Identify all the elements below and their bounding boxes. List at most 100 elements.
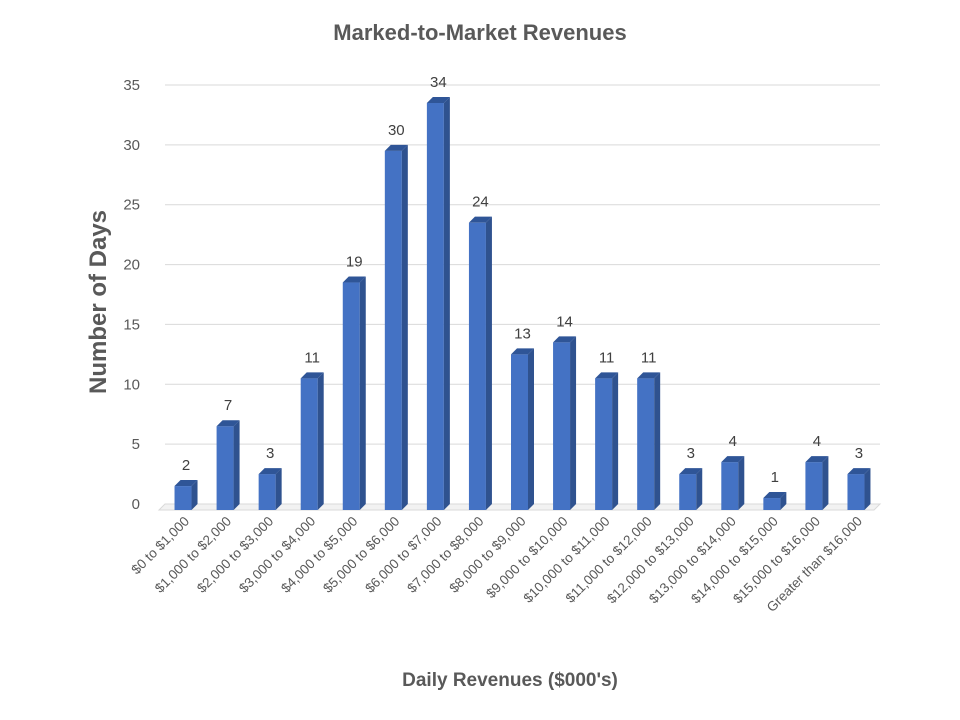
bar [300, 372, 324, 510]
bar-side [233, 420, 240, 510]
data-label: 11 [599, 349, 615, 366]
y-tick-label: 35 [123, 77, 140, 94]
bar-front [805, 462, 823, 510]
bar-top [763, 492, 787, 499]
data-label: 3 [266, 445, 274, 462]
bar [721, 456, 745, 510]
bar-side [822, 456, 829, 510]
data-label: 4 [729, 433, 737, 450]
data-label: 11 [641, 349, 657, 366]
bar-top [637, 372, 661, 379]
data-label: 1 [771, 469, 779, 486]
bar [805, 456, 829, 510]
y-tick-label: 30 [123, 137, 140, 154]
data-label: 3 [855, 445, 863, 462]
bar-side [654, 372, 661, 510]
y-axis-ticks: 0 5 10 15 20 25 30 35 [123, 77, 140, 513]
bar [847, 468, 871, 510]
bars [174, 96, 871, 510]
bar [468, 216, 492, 510]
bar-top [174, 480, 198, 487]
bar [342, 276, 366, 510]
y-tick-label: 25 [123, 197, 140, 214]
bar-front [679, 474, 697, 510]
bar-side [191, 480, 198, 510]
data-label: 14 [556, 313, 573, 330]
bar-top [553, 336, 577, 343]
bar-side [780, 492, 787, 510]
bar-side [864, 468, 871, 510]
x-axis-label: Daily Revenues ($000's) [402, 670, 618, 691]
y-tick-label: 10 [123, 376, 140, 393]
bar-front [258, 474, 276, 510]
bar-top [511, 348, 534, 355]
bar-front [342, 282, 360, 510]
data-label: 30 [388, 122, 405, 139]
bar-front [721, 462, 739, 510]
bar-side [738, 456, 745, 510]
bar-top [721, 456, 745, 463]
bar-front [553, 342, 571, 510]
bar-front [216, 426, 234, 510]
data-label: 2 [182, 457, 190, 474]
bar [511, 348, 534, 510]
bar [637, 372, 661, 510]
bar-top [216, 420, 240, 427]
bar [553, 336, 577, 510]
bar-top [847, 468, 871, 475]
y-tick-label: 20 [123, 257, 140, 274]
bar-side [359, 276, 366, 510]
bar [679, 468, 703, 510]
y-tick-label: 5 [132, 436, 140, 453]
bar-side [401, 144, 408, 510]
bar-top [595, 372, 619, 379]
bar-front [426, 102, 444, 510]
bar-top [342, 276, 366, 283]
bar [763, 492, 787, 510]
bar [216, 420, 240, 510]
bar [384, 144, 408, 510]
data-label: 3 [687, 445, 695, 462]
bar-front [763, 498, 781, 510]
bar [258, 468, 282, 510]
bar-top [679, 468, 703, 475]
bar-top [426, 96, 450, 103]
bar [174, 480, 198, 510]
bar-front [300, 378, 318, 510]
bar [595, 372, 619, 510]
bar-side [612, 372, 619, 510]
bar-top [805, 456, 829, 463]
y-axis-label: Number of Days [85, 210, 112, 394]
bar-front [468, 222, 486, 510]
data-label: 11 [304, 349, 320, 366]
data-label: 7 [224, 397, 232, 414]
bar-front [511, 354, 528, 510]
bar-front [384, 150, 402, 510]
bar-front [595, 378, 613, 510]
data-label: 19 [346, 254, 363, 271]
bar-top [300, 372, 324, 379]
bar-side [317, 372, 324, 510]
bar-front [174, 486, 192, 510]
chart-title: Marked-to-Market Revenues [333, 20, 626, 45]
bar-top [258, 468, 282, 475]
data-label: 4 [813, 433, 821, 450]
bar-top [384, 144, 408, 151]
bar-front [847, 474, 865, 510]
data-label: 34 [430, 74, 447, 91]
bar [426, 96, 450, 510]
bar-side [528, 348, 534, 510]
data-label: 24 [472, 194, 489, 211]
y-tick-label: 15 [123, 316, 140, 333]
y-tick-label: 0 [132, 496, 140, 513]
bar-side [443, 96, 450, 510]
bar-side [570, 336, 577, 510]
bar-front [637, 378, 655, 510]
bar-side [696, 468, 703, 510]
data-label: 13 [514, 325, 531, 342]
bar-side [485, 216, 492, 510]
bar-side [275, 468, 282, 510]
bar-top [468, 216, 492, 223]
